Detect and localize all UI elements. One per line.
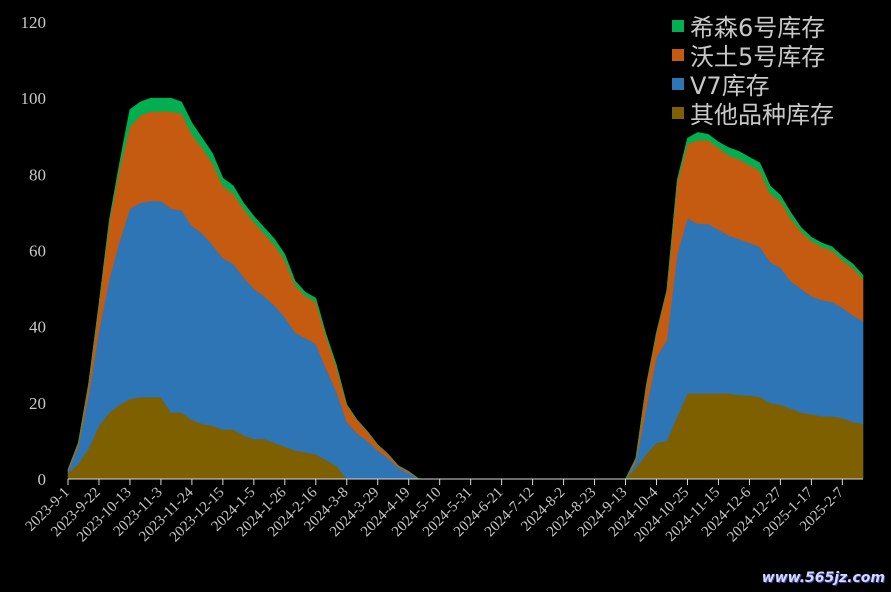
y-tick-label: 20	[29, 394, 46, 413]
legend-label: 沃土5号库存	[690, 43, 825, 71]
y-tick-label: 60	[29, 242, 46, 261]
y-tick-label: 40	[29, 318, 46, 337]
legend-swatch	[672, 107, 684, 119]
legend-label: 希森6号库存	[690, 14, 825, 42]
y-tick-label: 80	[29, 165, 46, 184]
axes: 0204060801001202023-9-12023-9-222023-10-…	[21, 13, 863, 545]
y-tick-label: 120	[21, 13, 47, 32]
legend-swatch	[672, 78, 684, 90]
legend-label: V7库存	[690, 72, 770, 100]
legend-swatch	[672, 49, 684, 61]
legend-swatch	[672, 20, 684, 32]
plot-areas	[67, 97, 864, 480]
area-4-segment-2	[625, 132, 864, 480]
watermark-text: www.565jz.com	[761, 570, 885, 586]
y-tick-label: 100	[21, 89, 47, 108]
legend-label: 其他品种库存	[690, 101, 834, 129]
y-tick-label: 0	[38, 470, 47, 489]
